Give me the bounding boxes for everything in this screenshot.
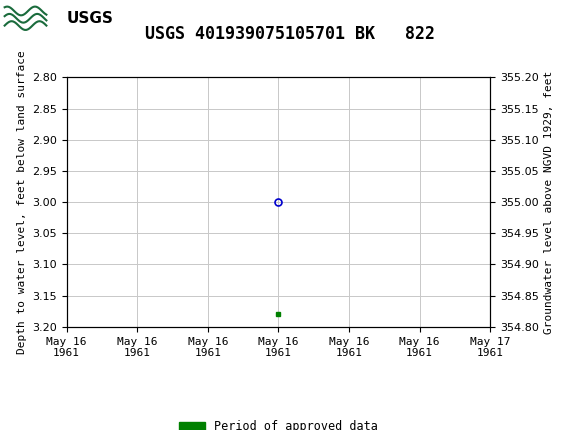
Y-axis label: Depth to water level, feet below land surface: Depth to water level, feet below land su… [17,50,27,354]
Text: USGS: USGS [67,11,114,26]
Y-axis label: Groundwater level above NGVD 1929, feet: Groundwater level above NGVD 1929, feet [544,71,554,334]
Legend: Period of approved data: Period of approved data [174,416,383,430]
Text: USGS 401939075105701 BK   822: USGS 401939075105701 BK 822 [145,25,435,43]
Bar [3,3,107,34]
